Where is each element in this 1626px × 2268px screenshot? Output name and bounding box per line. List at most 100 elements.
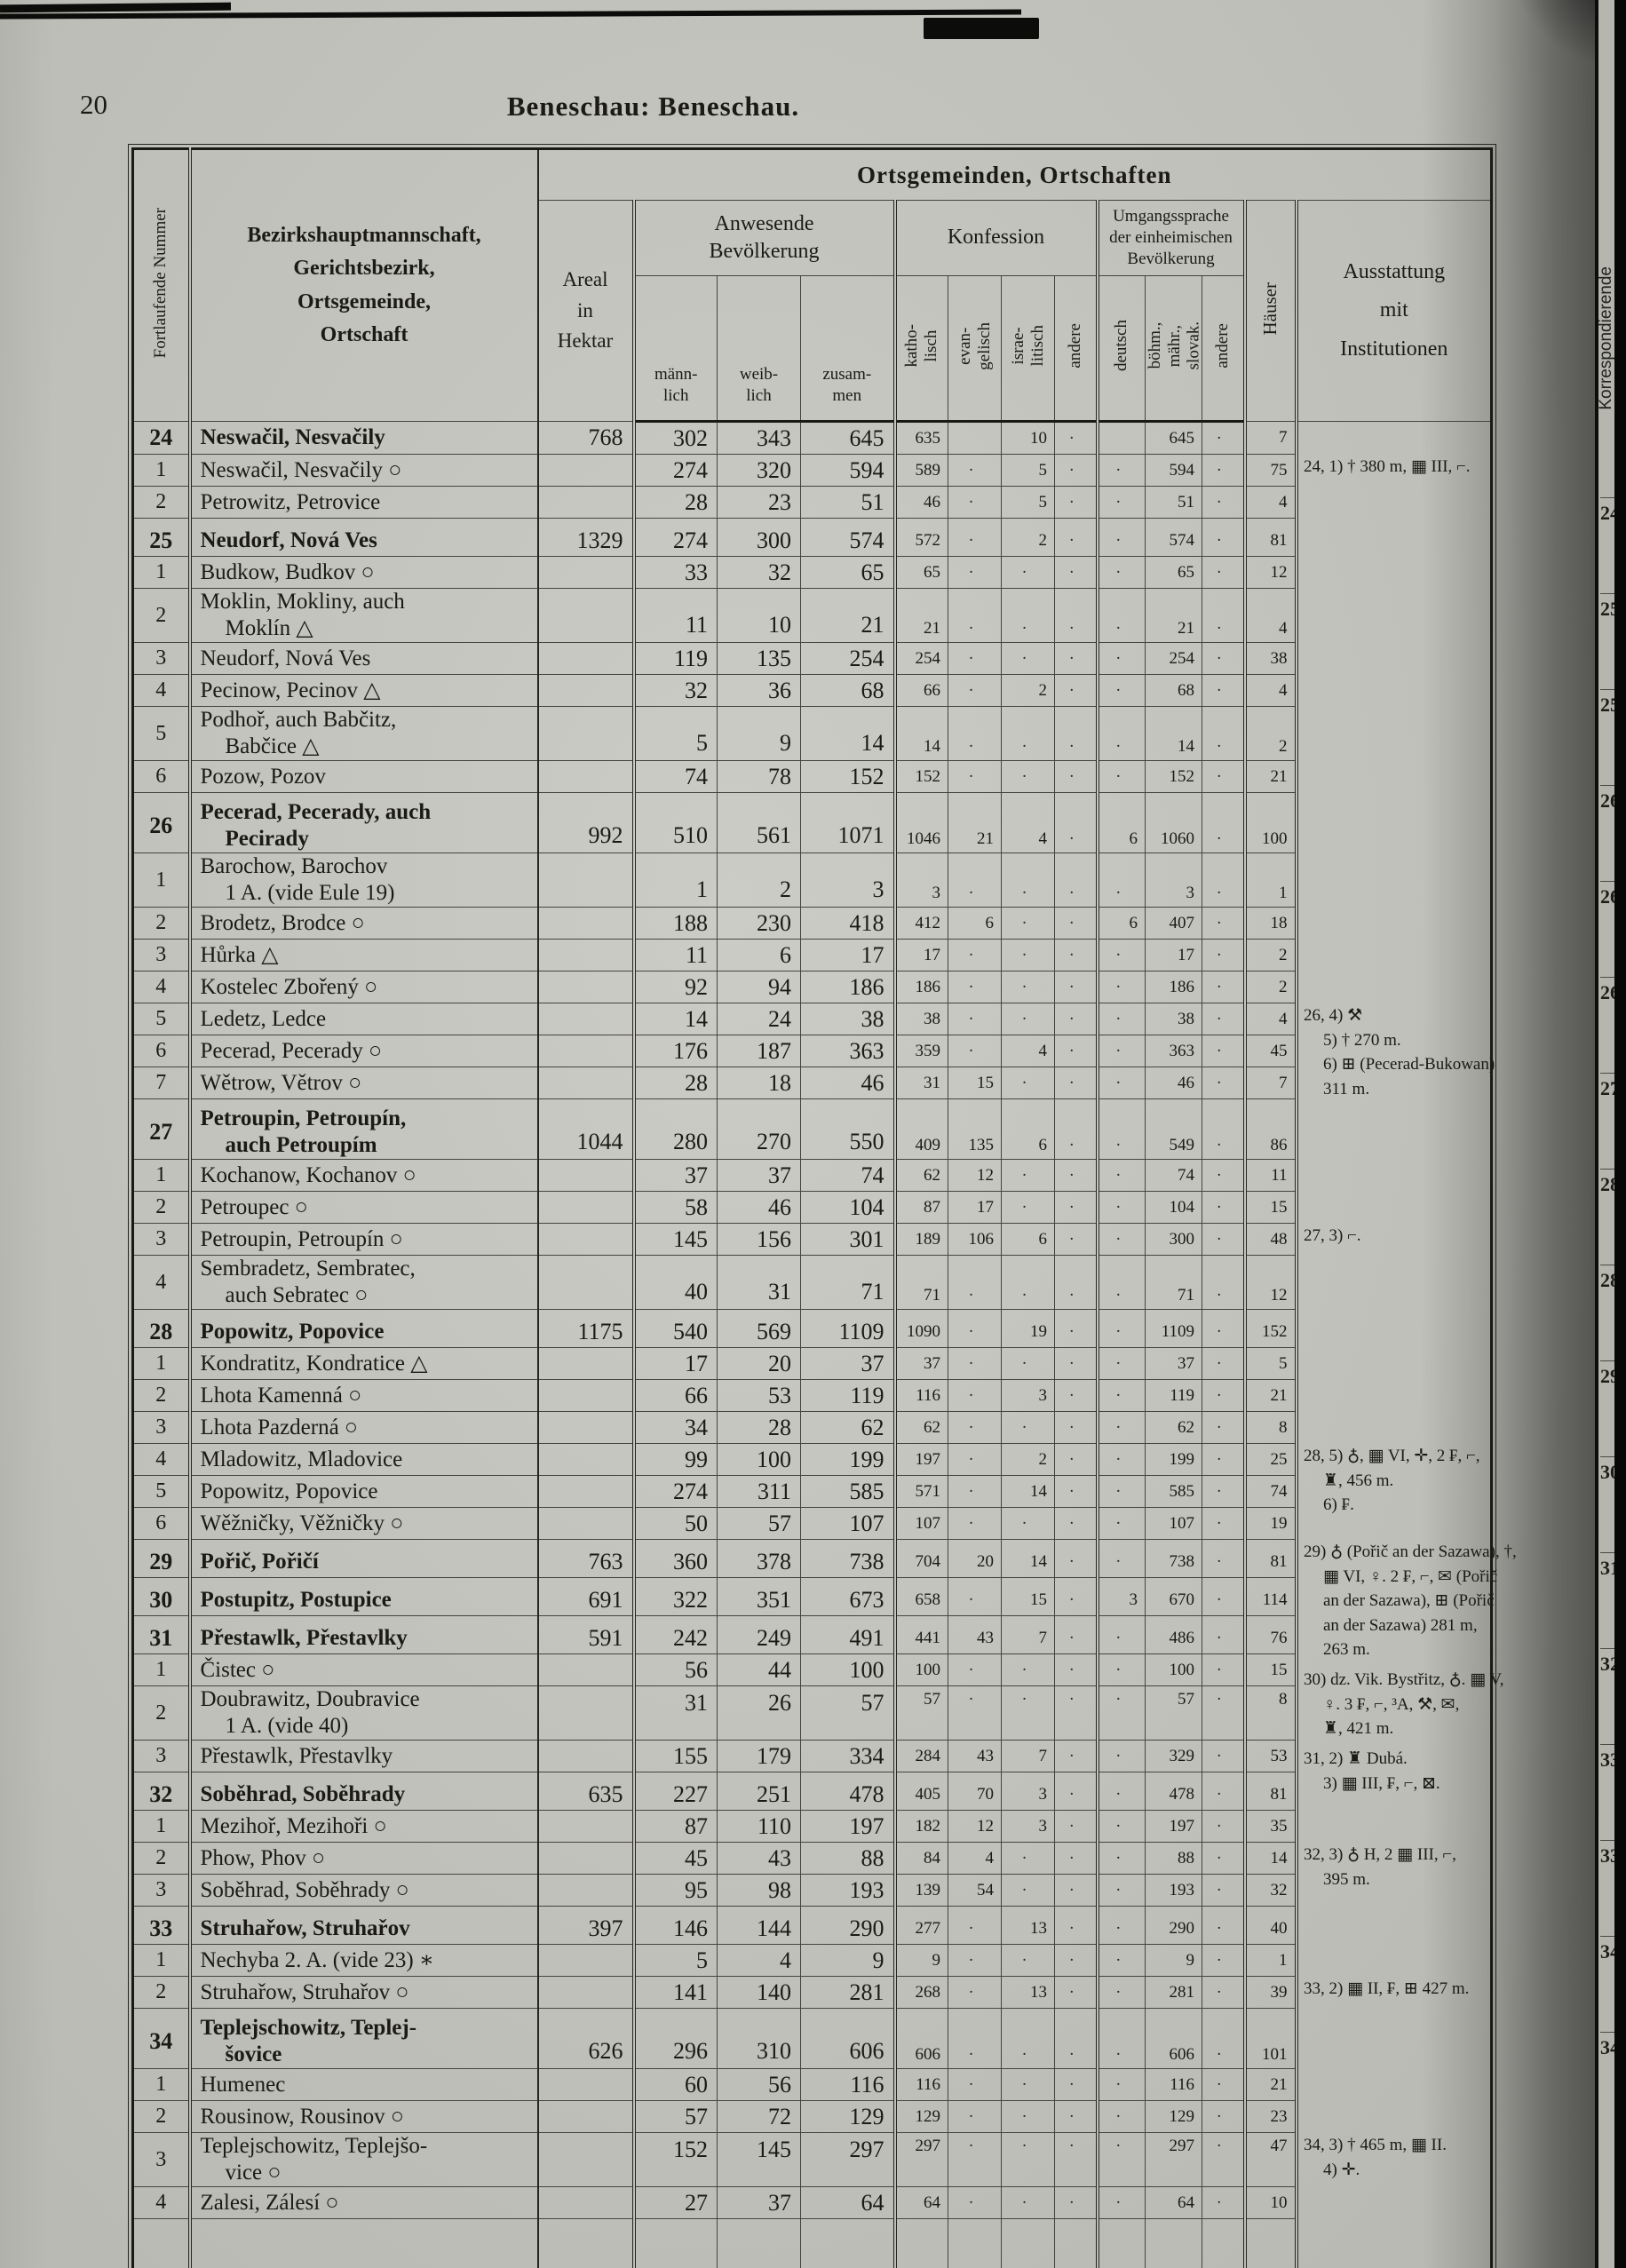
cell-zusammen: 74	[800, 1159, 897, 1192]
cell-zusammen: 107	[800, 1507, 897, 1540]
cell-haeuser: 101	[1244, 2008, 1298, 2069]
cell-place-name: Neudorf, Nová Ves	[189, 642, 539, 675]
cell-katholisch: 84	[894, 1842, 948, 1875]
cell-maennlich: 510	[633, 792, 718, 853]
cell-weiblich: 94	[717, 971, 801, 1003]
cell-konf-andere: ·	[1054, 1944, 1099, 1977]
cell-weiblich: 569	[717, 1309, 801, 1348]
cell-note	[1294, 1067, 1492, 1099]
cell-katholisch: 277	[894, 1906, 948, 1945]
cell-boehmisch: 51	[1145, 486, 1202, 519]
cell-haeuser: 45	[1244, 1035, 1298, 1067]
cell-katholisch: 87	[894, 1191, 948, 1224]
facing-row-number: 34	[1600, 1936, 1618, 1963]
cell-sprache-andere: ·	[1202, 1309, 1247, 1348]
cell-katholisch: 37	[894, 1347, 948, 1380]
cell-konf-andere: ·	[1054, 1653, 1099, 1686]
cell-row-number: 29	[132, 1539, 192, 1578]
cell-place-name: Wěžničky, Věžničky ○	[189, 1507, 539, 1540]
header-konf-andere: andere	[1054, 275, 1099, 423]
cell-row-number: 24	[132, 421, 192, 455]
cell-note	[1294, 1159, 1492, 1192]
cell-deutsch: ·	[1097, 1379, 1146, 1412]
cell-maennlich: 141	[633, 1976, 718, 2009]
cell-boehmisch: 14	[1145, 706, 1202, 761]
table-row: 6 Pecerad, Pecerady ○ 176 187 363 359 · 4 · · 363 ·…	[132, 1035, 1492, 1067]
place-name-line: Pecerad, Pecerady, auch	[200, 800, 432, 824]
cell-weiblich: 78	[717, 760, 801, 793]
cell-haeuser: 21	[1244, 2068, 1298, 2101]
cell-konf-andere: ·	[1054, 760, 1099, 793]
cell-weiblich: 98	[717, 1874, 801, 1907]
cell-evangelisch: 21	[948, 792, 1002, 853]
place-name-line: Wěžničky, Věžničky ○	[200, 1511, 404, 1535]
cell-katholisch: 268	[894, 1976, 948, 2009]
cell-place-name: Zalesi, Zálesí ○	[189, 2186, 539, 2219]
place-name-line: Wětrow, Větrov ○	[200, 1070, 362, 1095]
cell-row-number: 30	[132, 1577, 192, 1616]
table-row: 7 Wětrow, Větrov ○ 28 18 46 31 15 · · · 46 · 7	[132, 1067, 1492, 1099]
cell-konf-andere: ·	[1054, 1842, 1099, 1875]
cell-israelitisch: ·	[1001, 2186, 1055, 2219]
header-gemeinde: Bezirkshauptmannschaft, Gerichtsbezirk, …	[189, 148, 539, 422]
cell-katholisch: 704	[894, 1539, 948, 1578]
cell-boehmisch: 193	[1145, 1874, 1202, 1907]
header-band: Ortsgemeinden, Ortschaften	[536, 148, 1493, 201]
cell-row-number: 1	[132, 2068, 192, 2101]
cell-deutsch: ·	[1097, 1507, 1146, 1540]
cell-evangelisch: ·	[948, 1003, 1002, 1035]
header-konfession: Konfession	[894, 200, 1099, 276]
cell-haeuser: 2	[1244, 706, 1298, 761]
cell-sprache-andere: ·	[1202, 939, 1247, 971]
header-zusammen: zusam- men	[800, 275, 897, 423]
cell-katholisch: 46	[894, 486, 948, 519]
cell-katholisch: 14	[894, 706, 948, 761]
cell-areal: 992	[537, 792, 636, 853]
cell-evangelisch: 135	[948, 1098, 1002, 1160]
table-filler-row	[132, 2218, 1492, 2268]
cell-boehmisch: 107	[1145, 1507, 1202, 1540]
cell-weiblich: 187	[717, 1035, 801, 1067]
cell-zusammen: 37	[800, 1347, 897, 1380]
cell-maennlich: 33	[633, 556, 718, 589]
cell-konf-andere: ·	[1054, 852, 1099, 908]
cell-note	[1294, 1874, 1492, 1907]
table-row: 1 Humenec 60 56 116 116 · · · · 116 · 21	[132, 2068, 1492, 2101]
cell-israelitisch: 14	[1001, 1539, 1055, 1578]
place-name-line: Kochanow, Kochanov ○	[200, 1162, 416, 1187]
cell-row-number: 33	[132, 1906, 192, 1945]
cell-weiblich: 311	[717, 1475, 801, 1508]
cell-zusammen: 14	[800, 706, 897, 761]
cell-konf-andere: ·	[1054, 939, 1099, 971]
cell-haeuser: 75	[1244, 454, 1298, 487]
table-row: 3 Soběhrad, Soběhrady ○ 95 98 193 139 54 · · · 193…	[132, 1874, 1492, 1907]
cell-boehmisch: 300	[1145, 1223, 1202, 1256]
korrespondierende-label: Korrespondierende	[1597, 266, 1615, 410]
filler-cell	[633, 2218, 718, 2268]
cell-deutsch: ·	[1097, 1906, 1146, 1945]
place-name-line: Barochow, Barochov	[200, 854, 388, 878]
cell-israelitisch: ·	[1001, 939, 1055, 971]
cell-weiblich: 56	[717, 2068, 801, 2101]
cell-konf-andere: ·	[1054, 1098, 1099, 1160]
cell-sprache-andere: ·	[1202, 1906, 1247, 1945]
cell-haeuser: 8	[1244, 1685, 1298, 1741]
cell-areal: 626	[537, 2008, 636, 2069]
cell-israelitisch: ·	[1001, 2008, 1055, 2069]
table-row: 5 Ledetz, Ledce 14 24 38 38 · · · · 38 · 4	[132, 1003, 1492, 1035]
cell-katholisch: 1090	[894, 1309, 948, 1348]
cell-konf-andere: ·	[1054, 2100, 1099, 2133]
facing-row-number: 30	[1600, 1456, 1618, 1484]
cell-place-name: Mladowitz, Mladovice	[189, 1443, 539, 1476]
cell-israelitisch: 5	[1001, 486, 1055, 519]
cell-deutsch: ·	[1097, 1740, 1146, 1772]
cell-haeuser: 25	[1244, 1443, 1298, 1476]
cell-israelitisch: ·	[1001, 971, 1055, 1003]
cell-row-number: 4	[132, 1443, 192, 1476]
cell-israelitisch: ·	[1001, 1067, 1055, 1099]
cell-konf-andere: ·	[1054, 642, 1099, 675]
cell-boehmisch: 574	[1145, 518, 1202, 557]
cell-areal: 1044	[537, 1098, 636, 1160]
place-name-line: auch Sebratec ○	[225, 1283, 369, 1307]
cell-evangelisch: 70	[948, 1772, 1002, 1811]
